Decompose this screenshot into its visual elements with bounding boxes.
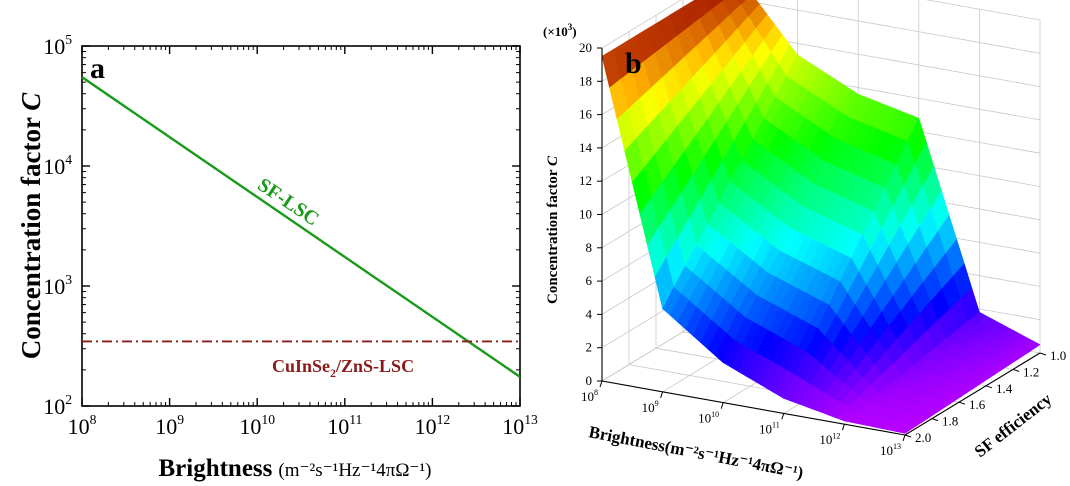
- panel-b: 0246810121416182010810910101011101210131…: [543, 0, 1066, 483]
- x-tick-label: 1012: [819, 431, 840, 447]
- panel-a-lines: [81, 76, 521, 378]
- z-tick-label: 16: [579, 107, 593, 122]
- x-tick: [720, 402, 724, 409]
- eff-tick-label: 2.0: [915, 430, 931, 445]
- x-tick: [902, 434, 906, 442]
- eff-tick-label: 1.2: [1023, 364, 1039, 379]
- y-tick-label: 102: [43, 392, 72, 419]
- z-tick-label: 12: [579, 173, 592, 188]
- z-tick-label: 0: [586, 373, 593, 388]
- y-tick-label: 104: [43, 152, 72, 179]
- panel-b-letter: b: [625, 47, 642, 80]
- x-tick-label: 109: [155, 412, 184, 439]
- panel-a-ticks: 108 109 1010 1011 1012 1013 102 103 104 105: [43, 32, 538, 439]
- z-tick-label: 20: [579, 40, 592, 55]
- x-tick-label: 1013: [502, 412, 538, 439]
- x-tick-label: 1011: [327, 412, 362, 439]
- eff-tick-label: 1.4: [996, 381, 1013, 396]
- eff-tick: [904, 434, 912, 438]
- x-tick-label: 1012: [415, 412, 451, 439]
- z-tick-label: 14: [579, 140, 593, 155]
- z-tick-label: 8: [586, 240, 593, 255]
- x-tick: [599, 380, 603, 388]
- x-tick: [781, 413, 785, 420]
- z-tick-label: 18: [579, 73, 592, 88]
- panel-b-axes: 0246810121416182010810910101011101210131…: [579, 40, 1066, 458]
- eff-tick: [1039, 352, 1047, 356]
- eff-tick-label: 1.6: [969, 397, 986, 412]
- y-tick-label: 105: [43, 32, 72, 59]
- x-axis: [601, 380, 906, 436]
- x-tick-label: 1010: [239, 412, 275, 439]
- x-tick: [841, 424, 845, 431]
- eff-tick: [958, 401, 966, 405]
- panel-b-xlabel: Brightness(m⁻²s⁻¹Hz⁻¹4πΩ⁻¹): [587, 422, 805, 482]
- surface-patch: [896, 423, 918, 434]
- y-tick-label: 103: [43, 272, 72, 299]
- x-tick-label: 1013: [880, 442, 901, 458]
- panel-a-letter: a: [90, 52, 105, 85]
- eff-tick: [985, 385, 993, 389]
- plot-a-frame: [81, 45, 521, 407]
- panel-a-xlabel: Brightness (m⁻²s⁻¹Hz⁻¹4πΩ⁻¹): [158, 455, 431, 482]
- eff-tick: [931, 418, 939, 422]
- eff-axis: [904, 352, 1041, 436]
- x-tick-label: 1011: [759, 421, 780, 437]
- panel-b-multiplier: (×103): [543, 22, 577, 39]
- panel-b-surface: [601, 0, 1041, 434]
- eff-tick-label: 1.8: [942, 414, 958, 429]
- eff-tick: [1012, 368, 1020, 372]
- series-sf-lsc: [81, 76, 521, 378]
- x-tick-label: 109: [642, 399, 659, 415]
- z-tick-label: 10: [579, 207, 592, 222]
- ref-lsc-label: CuInSe2/ZnS-LSC: [272, 356, 414, 380]
- z-tick-label: 2: [586, 340, 593, 355]
- panel-a-ylabel: Concentration factor C: [16, 92, 46, 359]
- x-tick-label: 108: [581, 388, 598, 404]
- z-tick-label: 6: [586, 273, 593, 288]
- x-tick-label: 1010: [698, 410, 719, 426]
- panel-b-ylabel: Concentration factor C: [545, 155, 561, 304]
- grid-line-z: [601, 0, 1041, 49]
- z-tick-label: 4: [586, 306, 593, 321]
- x-tick: [660, 391, 664, 398]
- eff-tick-label: 1.0: [1050, 348, 1066, 363]
- x-tick-label: 108: [68, 412, 97, 439]
